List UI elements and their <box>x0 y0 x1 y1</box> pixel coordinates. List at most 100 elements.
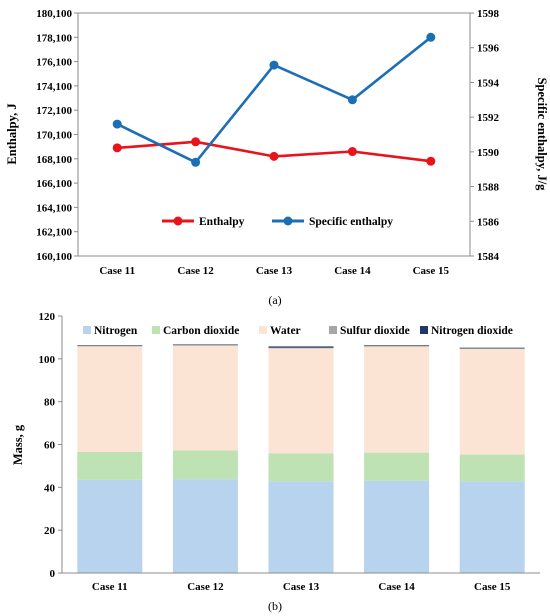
legend-label-water: Water <box>270 325 301 337</box>
x-ticks-b: Case 11 Case 12 Case 13 Case 14 Case 15 <box>92 581 511 593</box>
y-tick-label-b: 0 <box>50 568 56 580</box>
left-y-tick-label: 178,100 <box>36 32 72 44</box>
right-y-ticks: 1584 1586 1588 1590 1592 1594 1596 1598 <box>470 8 500 263</box>
left-y-tick-label: 160,100 <box>36 251 72 263</box>
legend-item-carbon-dioxide: Carbon dioxide <box>152 325 239 337</box>
bar-segment-nitrogen-dioxide <box>364 345 430 346</box>
x-tick-label-a: Case 13 <box>256 265 293 277</box>
bar-segment-carbon-dioxide <box>364 452 430 481</box>
y-tick-label-b: 60 <box>44 440 56 452</box>
left-y-tick-label: 172,100 <box>36 105 72 117</box>
legend-item-nitrogen: Nitrogen <box>83 325 138 337</box>
left-y-tick-label: 170,100 <box>36 130 72 142</box>
data-point-specific-enthalpy <box>347 95 357 105</box>
bar-segment-nitrogen <box>364 480 430 573</box>
right-y-tick-label: 1594 <box>477 77 500 89</box>
y-axis-title-b: Mass, g <box>11 424 25 465</box>
bar-segment-sulfur-dioxide <box>268 347 334 349</box>
legend-item-water: Water <box>259 325 301 337</box>
data-point-specific-enthalpy <box>191 157 201 167</box>
y-ticks-b: 0 20 40 60 80 100 120 <box>39 311 62 580</box>
data-point-enthalpy <box>269 151 279 161</box>
x-tick-label-b: Case 11 <box>92 581 128 593</box>
bar-segment-water <box>268 348 334 454</box>
bar-segment-nitrogen-dioxide <box>172 344 238 346</box>
legend-item-nitrogen-dioxide: Nitrogen dioxide <box>420 325 513 337</box>
legend-label-nitrogen: Nitrogen <box>94 325 138 337</box>
data-point-specific-enthalpy <box>269 60 279 70</box>
left-y-tick-label: 176,100 <box>36 57 72 69</box>
x-tick-label-a: Case 11 <box>99 265 135 277</box>
bar-segment-nitrogen-dioxide <box>268 346 334 348</box>
x-tick-label-a: Case 15 <box>413 265 450 277</box>
bar-segment-carbon-dioxide <box>77 451 143 480</box>
x-tick-label-b: Case 13 <box>283 581 320 593</box>
bar-segment-nitrogen <box>172 479 238 573</box>
data-point-enthalpy <box>112 143 122 153</box>
legend-swatch-sulfur-dioxide <box>329 326 337 334</box>
legend-swatch-water <box>259 326 267 334</box>
left-y-tick-label: 174,100 <box>36 81 72 93</box>
data-point-specific-enthalpy <box>112 119 122 129</box>
left-y-tick-label: 180,100 <box>36 8 72 20</box>
right-y-tick-label: 1586 <box>477 216 500 228</box>
data-point-enthalpy <box>347 147 357 157</box>
legend-label-nitrogen-dioxide: Nitrogen dioxide <box>431 325 513 337</box>
legend-label-sulfur-dioxide: Sulfur dioxide <box>340 325 410 337</box>
bar-segment-carbon-dioxide <box>172 450 238 480</box>
left-y-ticks: 160,100 162,100 164,100 166,100 168,100 170,1… <box>36 8 78 263</box>
bar-segment-water <box>459 348 525 455</box>
bar-segment-nitrogen-dioxide <box>459 347 525 349</box>
x-ticks-a: Case 11 Case 12 Case 13 Case 14 Case 15 <box>99 265 449 277</box>
stacked-bars <box>77 344 525 573</box>
legend-label-specific-enthalpy: Specific enthalpy <box>309 216 393 228</box>
bar-segment-carbon-dioxide <box>268 453 334 482</box>
y-tick-label-b: 120 <box>39 311 56 323</box>
legend-item-sulfur-dioxide: Sulfur dioxide <box>329 325 410 337</box>
bar-segment-carbon-dioxide <box>459 454 525 482</box>
y-tick-label-b: 80 <box>44 397 56 409</box>
bar-segment-water <box>172 345 238 451</box>
legend-swatch-nitrogen <box>83 326 91 334</box>
legend-swatch-nitrogen-dioxide <box>420 326 428 334</box>
bar-segment-sulfur-dioxide <box>459 348 525 349</box>
panel-label-a: (a) <box>268 293 281 307</box>
mass-stacked-bar-chart: 0 20 40 60 80 100 120 Case 11 Case 12 Case 13 Cas… <box>11 311 540 613</box>
legend-item-enthalpy: Enthalpy <box>162 216 245 228</box>
y-tick-label-b: 20 <box>44 525 56 537</box>
right-y-tick-label: 1584 <box>477 251 500 263</box>
bar-segment-nitrogen <box>268 481 334 573</box>
right-y-tick-label: 1590 <box>477 147 500 159</box>
legend-marker-enthalpy <box>173 216 183 226</box>
x-tick-label-b: Case 12 <box>187 581 224 593</box>
right-y-tick-label: 1588 <box>477 182 500 194</box>
left-y-tick-label: 162,100 <box>36 227 72 239</box>
line-series <box>112 32 436 167</box>
right-y-tick-label: 1592 <box>477 112 500 124</box>
right-y-tick-label: 1598 <box>477 8 500 20</box>
y-axis-title-a: Enthalpy, J <box>5 103 19 164</box>
data-point-enthalpy <box>191 137 201 147</box>
left-y-tick-label: 168,100 <box>36 154 72 166</box>
data-point-enthalpy <box>426 156 436 166</box>
bar-segment-sulfur-dioxide <box>364 345 430 347</box>
left-y-tick-label: 164,100 <box>36 202 72 214</box>
x-tick-label-a: Case 14 <box>334 265 371 277</box>
legend-item-specific-enthalpy: Specific enthalpy <box>272 216 393 228</box>
bar-segment-water <box>364 346 430 453</box>
bar-segment-nitrogen <box>459 481 525 573</box>
y-tick-label-b: 40 <box>44 482 56 494</box>
panel-label-b: (b) <box>268 599 282 613</box>
x-tick-label-b: Case 14 <box>378 581 415 593</box>
legend-a: Enthalpy Specific enthalpy <box>162 216 393 228</box>
left-y-tick-label: 166,100 <box>36 178 72 190</box>
y-tick-label-b: 100 <box>39 354 56 366</box>
bar-segment-water <box>77 346 143 452</box>
legend-marker-specific-enthalpy <box>283 216 293 226</box>
y2-axis-title-a: Specific enthalpy, J/g <box>535 78 549 192</box>
bar-segment-nitrogen <box>77 479 143 573</box>
bar-segment-nitrogen-dioxide <box>77 345 143 346</box>
x-tick-label-a: Case 12 <box>177 265 214 277</box>
bar-segment-sulfur-dioxide <box>77 345 143 347</box>
